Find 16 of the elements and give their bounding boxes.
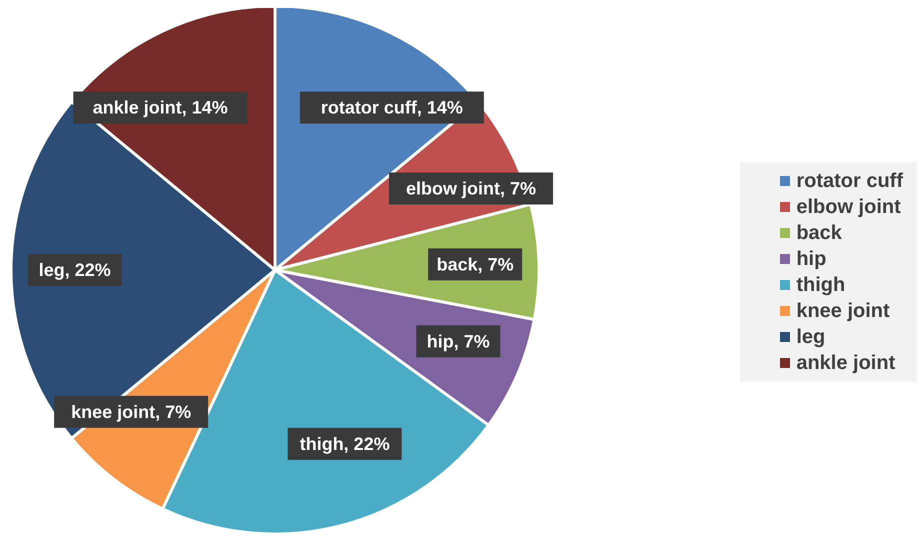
- legend-label: thigh: [796, 273, 846, 298]
- data-label: leg, 22%: [38, 260, 111, 280]
- data-label: back, 7%: [436, 254, 514, 274]
- legend-label: rotator cuff: [796, 169, 903, 194]
- legend-label: back: [796, 221, 842, 246]
- data-label: thigh, 22%: [300, 434, 390, 454]
- legend-label: hip: [796, 247, 826, 272]
- data-label: elbow joint, 7%: [406, 178, 536, 198]
- legend-label: knee joint: [796, 299, 890, 324]
- data-label: knee joint, 7%: [71, 402, 192, 422]
- data-label: rotator cuff, 14%: [320, 98, 463, 118]
- legend-label: elbow joint: [796, 195, 901, 220]
- data-label: hip, 7%: [426, 331, 490, 352]
- legend-label: ankle joint: [796, 351, 896, 376]
- legend-label: leg: [796, 325, 826, 350]
- data-label: ankle joint, 14%: [92, 98, 228, 118]
